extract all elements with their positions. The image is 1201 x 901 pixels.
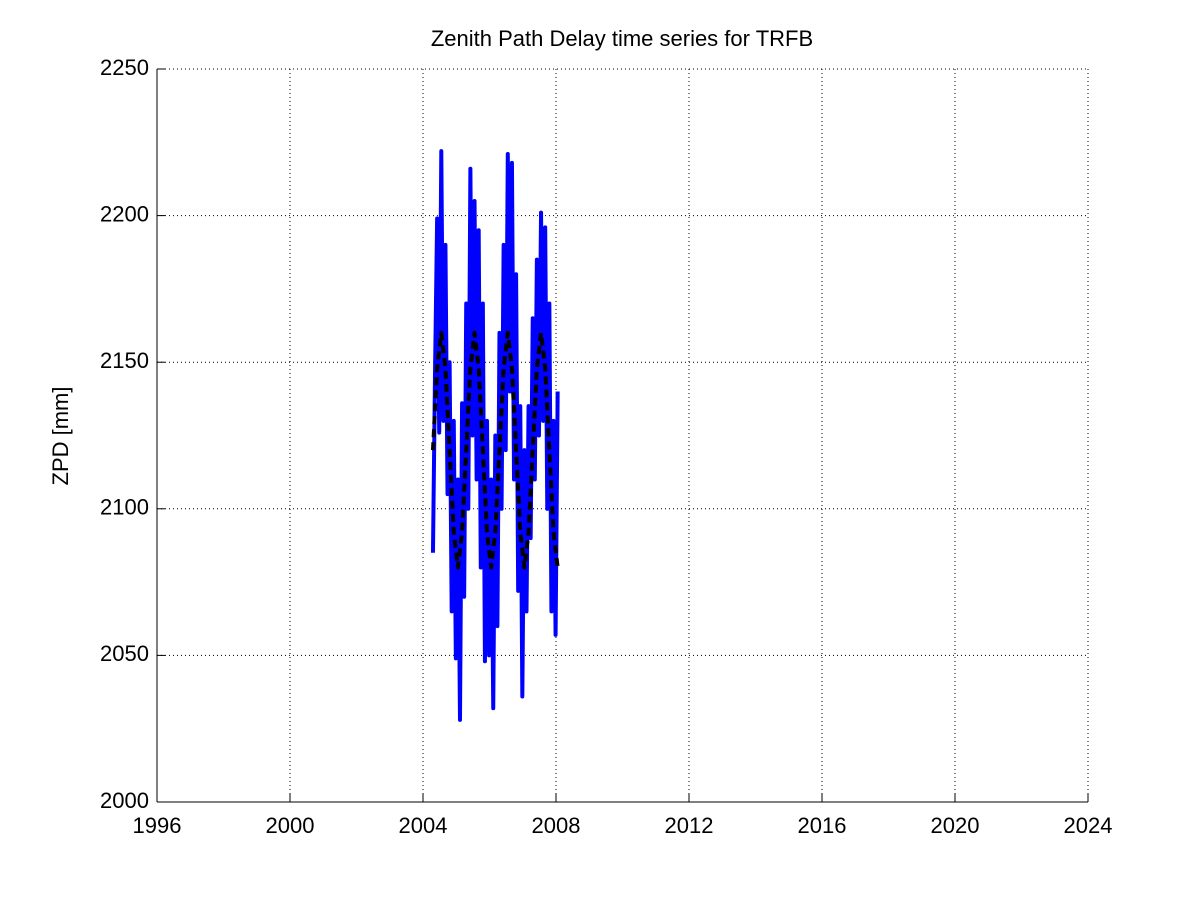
y-tick-label: 2150 (100, 348, 149, 373)
x-tick-label: 2016 (798, 813, 847, 838)
x-tick-label: 2024 (1064, 813, 1113, 838)
y-tick-label: 2100 (100, 495, 149, 520)
x-tick-label: 2008 (532, 813, 581, 838)
y-axis-label: ZPD [mm] (48, 387, 73, 486)
x-tick-label: 2000 (266, 813, 315, 838)
y-tick-label: 2200 (100, 201, 149, 226)
data-line (430, 149, 560, 722)
y-tick-label: 2000 (100, 788, 149, 813)
y-tick-label: 2050 (100, 641, 149, 666)
y-tick-label: 2250 (100, 55, 149, 80)
x-tick-label: 2020 (931, 813, 980, 838)
chart-title: Zenith Path Delay time series for TRFB (431, 26, 813, 51)
x-tick-label: 1996 (133, 813, 182, 838)
data-line (430, 330, 560, 570)
x-tick-label: 2012 (665, 813, 714, 838)
x-tick-label: 2004 (399, 813, 448, 838)
